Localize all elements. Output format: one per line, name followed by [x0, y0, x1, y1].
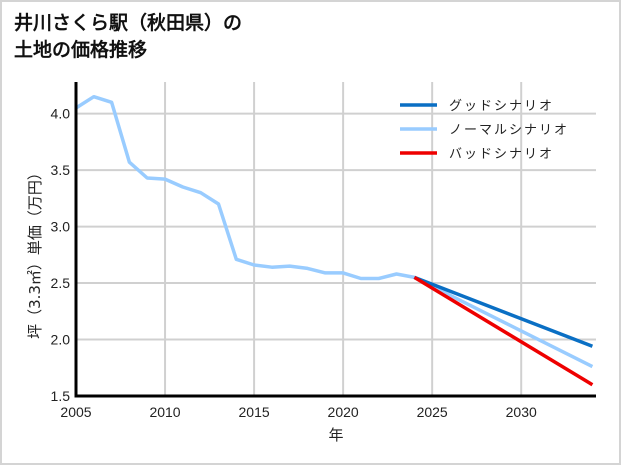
series-line: [413, 275, 594, 387]
y-tick-label: 3.5: [51, 162, 71, 178]
x-axis-label: 年: [328, 426, 343, 444]
y-tick-label: 2.5: [51, 275, 71, 291]
legend-item: グッドシナリオ: [400, 99, 554, 114]
x-tick-labels: 2005 2010 2015 2020 2025 2030: [60, 404, 537, 420]
y-tick-label: 2.0: [51, 332, 71, 348]
legend-label: グッドシナリオ: [449, 99, 554, 114]
legend-label: バッドシナリオ: [449, 147, 554, 162]
y-tick-labels: 1.5 2.0 2.5 3.0 3.5 4.0: [51, 106, 71, 404]
data-series: [75, 94, 594, 387]
axes: [74, 82, 596, 398]
legend-item: バッドシナリオ: [400, 147, 554, 162]
chart-title: 井川さくら駅（秋田県）の 土地の価格推移: [14, 12, 243, 61]
x-tick-label: 2020: [328, 404, 359, 420]
legend-label: ノーマルシナリオ: [449, 123, 569, 138]
y-tick-label: 4.0: [51, 106, 71, 122]
y-axis-label: 坪（3.3㎡）単価（万円）: [26, 165, 44, 339]
x-tick-label: 2005: [60, 404, 91, 420]
x-tick-label: 2025: [417, 404, 448, 420]
series-line: [413, 275, 594, 348]
legend-item: ノーマルシナリオ: [400, 123, 569, 138]
series-line: [75, 94, 594, 369]
x-tick-label: 2010: [149, 404, 180, 420]
y-tick-label: 3.0: [51, 219, 71, 235]
x-tick-label: 2030: [506, 404, 537, 420]
x-tick-label: 2015: [239, 404, 270, 420]
y-tick-label: 1.5: [51, 388, 71, 404]
